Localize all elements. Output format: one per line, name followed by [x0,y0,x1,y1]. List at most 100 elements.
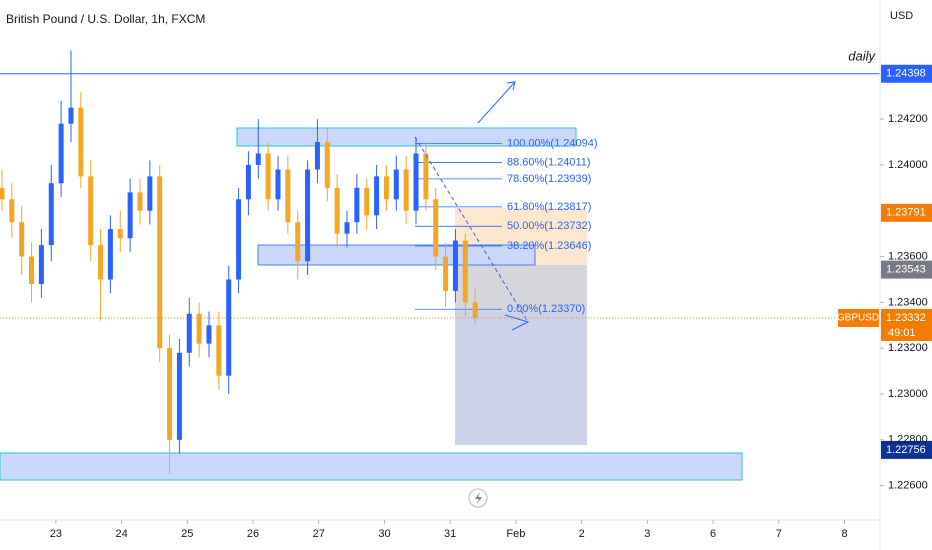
candle-body [324,142,330,188]
candle-body [443,256,449,291]
symbol-tag [838,308,879,327]
fib-label: 100.00%(1.24094) [507,137,598,149]
candle-body [19,222,25,257]
candle-body [29,256,35,285]
currency-label: USD [890,10,913,22]
candle-body [196,313,202,344]
symbol-label: GBPUSD [837,313,879,324]
fib-label: 0.00%(1.23370) [507,303,585,315]
y-tick-label: 1.24000 [888,159,928,171]
x-tick-label: 27 [313,528,325,540]
price-tag-label: 1.23543 [886,264,926,276]
candle-body [433,199,439,257]
x-tick-label: 8 [841,528,847,540]
x-tick-label: 26 [247,528,259,540]
price-tag [881,64,932,83]
candle-body [462,240,468,303]
candle-body [364,187,370,216]
fib-label: 88.60%(1.24011) [507,156,591,168]
price-tag [881,440,932,459]
candle-body [255,153,261,165]
countdown: 49:01 [888,327,916,339]
candle-body [216,325,222,376]
x-tick-label: 30 [378,528,390,540]
x-tick-label: 23 [50,528,62,540]
candle-body [127,192,133,239]
candle-body [186,313,192,353]
candle-body [472,302,478,318]
candle-body [236,199,242,280]
candle-body [423,153,429,200]
x-tick-label: 7 [776,528,782,540]
candle-body [245,164,251,200]
candle-body [38,245,44,285]
fib-label: 50.00%(1.23732) [507,220,591,232]
candle-body [117,229,123,239]
candle-body [295,222,301,262]
arrow-line [477,81,516,124]
x-tick-label: 3 [644,528,650,540]
arrow-head [504,314,530,331]
y-tick-label: 1.23000 [888,388,928,400]
trend-projection [414,136,529,323]
candle-body [334,187,340,234]
candle-body [206,325,212,344]
candle-body [88,176,94,246]
resistance-zone [236,127,577,147]
candle-body [58,123,64,184]
candle-body [0,187,5,200]
price-tag [881,203,932,222]
candle-body [403,169,409,211]
x-tick-label: Feb [506,528,525,540]
candle-body [167,348,173,440]
y-tick-label: 1.23200 [888,342,928,354]
candle-body [383,176,389,200]
x-tick-label: 25 [181,528,193,540]
y-tick-label: 1.22800 [888,434,928,446]
candle-body [265,153,271,200]
candle-body [48,183,54,246]
support-zone [0,452,743,481]
candle-body [305,169,311,262]
candle-body [393,169,399,200]
arrow-head [506,81,516,91]
fib-label: 38.20%(1.23646) [507,240,591,252]
candle-body [176,352,182,440]
candle-body [452,240,458,291]
event-icon-bolt [475,492,482,505]
candle-body [78,107,84,177]
candle-body [9,199,15,223]
candle-body [107,229,113,280]
candle-body [98,245,104,280]
candle-body [68,107,74,124]
chart-title: British Pound / U.S. Dollar, 1h, FXCM [6,12,205,26]
fib-label: 78.60%(1.23939) [507,173,591,185]
candle-body [147,176,153,211]
candle-body [413,153,419,211]
candle-body [275,169,281,200]
price-tag-label: 1.24398 [886,68,926,80]
x-tick-label: 2 [579,528,585,540]
price-tag-label: 1.23332 [886,312,926,324]
candle-body [137,192,143,211]
candle-body [226,279,232,376]
x-tick-label: 6 [710,528,716,540]
price-tag [881,308,932,341]
y-tick-label: 1.23400 [888,296,928,308]
y-tick-label: 1.24200 [888,113,928,125]
candle-body [314,142,320,170]
stop-zone [455,312,587,445]
annotation: daily [848,48,876,63]
price-tag [881,260,932,279]
x-tick-label: 31 [444,528,456,540]
price-tag-label: 1.23791 [886,207,926,219]
x-tick-label: 24 [115,528,127,540]
candle-body [354,187,360,223]
y-tick-label: 1.23600 [888,250,928,262]
candle-body [157,176,163,349]
price-tag-label: 1.22756 [886,444,926,456]
y-tick-label: 1.22600 [888,480,928,492]
fib-label: 61.80%(1.23817) [507,201,591,213]
candle-body [285,169,291,223]
